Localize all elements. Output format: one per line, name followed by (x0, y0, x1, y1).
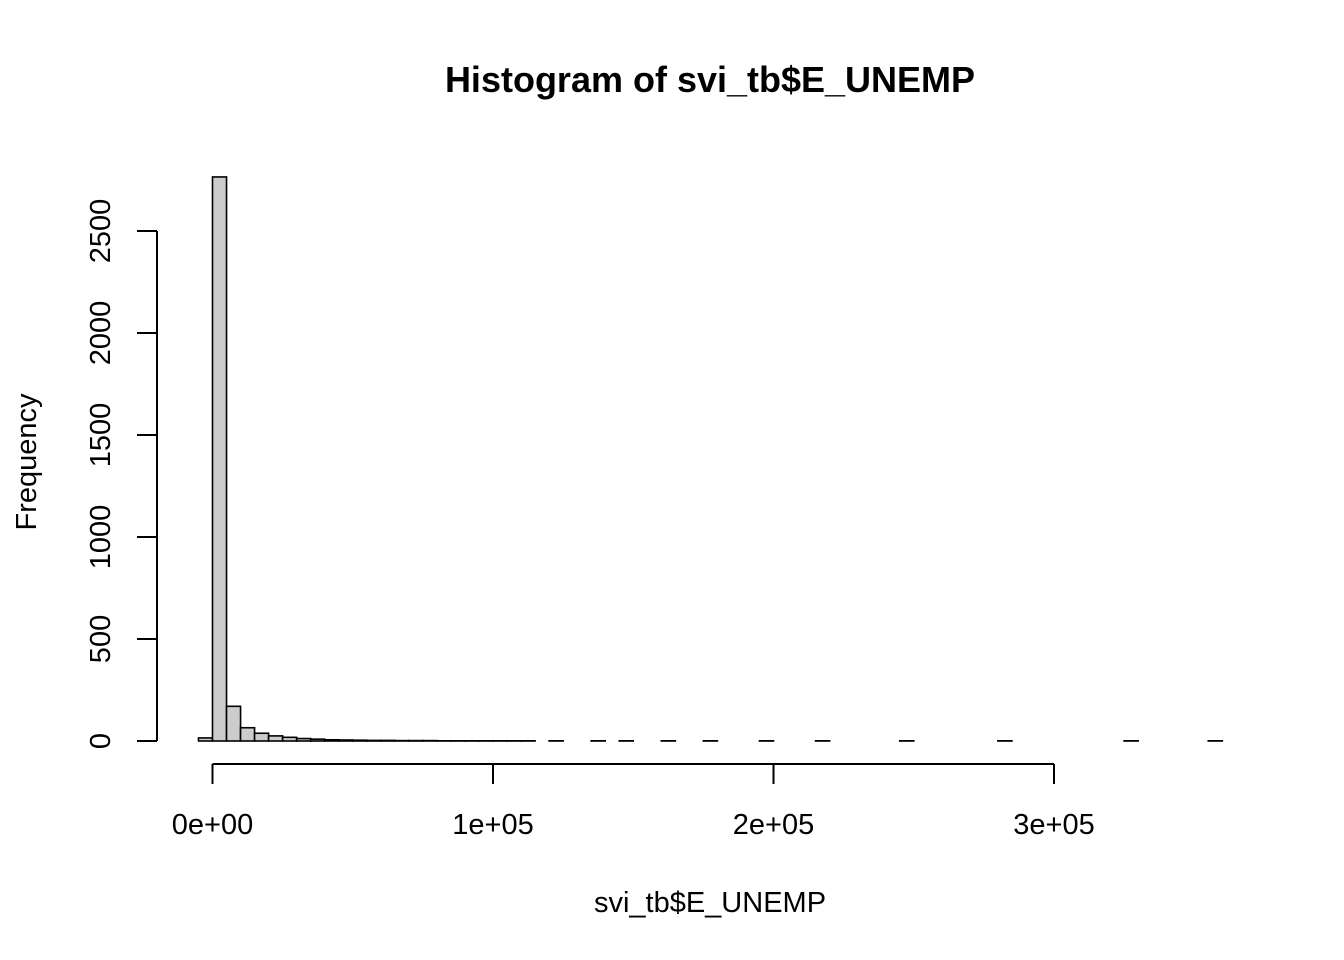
x-tick-label: 0e+00 (172, 809, 253, 841)
x-tick-label: 2e+05 (733, 809, 814, 841)
y-tick-label: 500 (85, 615, 117, 663)
histogram-bar-8 (309, 738, 326, 742)
x-axis-label: svi_tb$E_UNEMP (594, 887, 826, 919)
histogram-bar-3 (239, 726, 256, 742)
histogram-bar-9 (323, 738, 340, 742)
histogram-bar-11 (351, 739, 368, 742)
y-tick-label: 1000 (85, 505, 117, 570)
y-tick-label: 2500 (85, 199, 117, 264)
x-tick-label: 1e+05 (452, 809, 533, 841)
y-tick-label: 1500 (85, 403, 117, 468)
histogram-bar-2 (225, 705, 242, 742)
x-tick-label: 3e+05 (1013, 809, 1094, 841)
histogram-bar-0 (197, 737, 214, 742)
y-axis: 0 500 1000 1500 2000 2500 (85, 199, 158, 749)
y-tick-label: 0 (85, 733, 117, 749)
histogram-bar-13 (379, 739, 396, 742)
y-axis-label: Frequency (11, 393, 43, 531)
histogram-bar-4 (253, 732, 270, 742)
histogram-bar-6 (281, 736, 298, 742)
histogram-bar-7 (295, 737, 312, 742)
histogram-bar-12 (365, 739, 382, 742)
histogram-bar-1 (211, 176, 228, 742)
x-axis: 0e+00 1e+05 2e+05 3e+05 (172, 763, 1095, 841)
chart-title: Histogram of svi_tb$E_UNEMP (445, 59, 975, 100)
histogram-bars (197, 176, 1224, 742)
histogram-bar-5 (267, 735, 284, 742)
histogram-bar-10 (337, 739, 354, 742)
y-tick-label: 2000 (85, 301, 117, 366)
